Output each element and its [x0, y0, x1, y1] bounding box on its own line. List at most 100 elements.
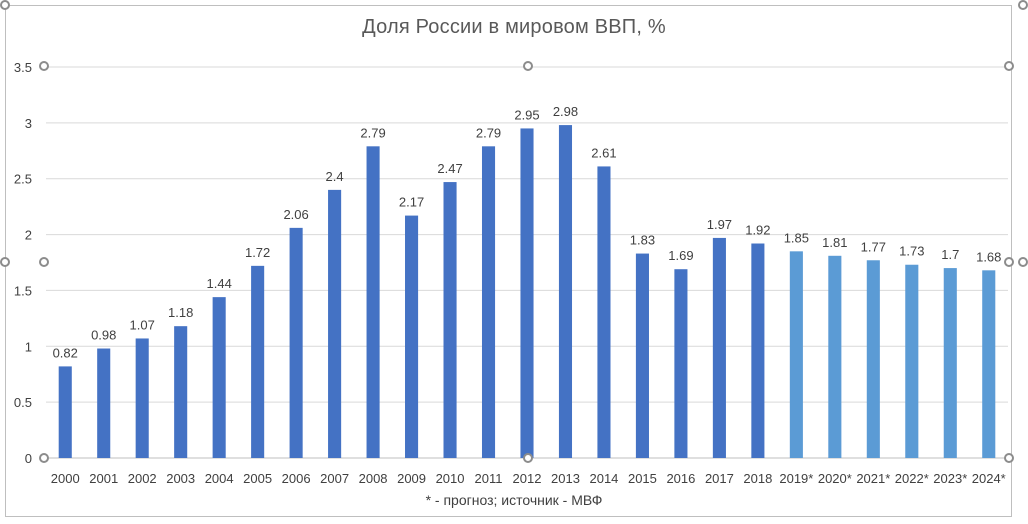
bar — [212, 297, 226, 458]
y-tick-label: 1.5 — [14, 283, 32, 298]
x-tick-label: 2018 — [743, 471, 772, 486]
bar — [443, 182, 457, 458]
bar — [97, 348, 111, 458]
bar — [982, 270, 996, 458]
x-tick-label: 2012 — [513, 471, 542, 486]
chart-resize-handle[interactable] — [1018, 0, 1028, 10]
x-tick-label: 2013 — [551, 471, 580, 486]
bar — [558, 125, 573, 458]
x-tick-label: 2006 — [282, 471, 311, 486]
bar — [905, 264, 919, 458]
x-tick-label: 2004 — [205, 471, 234, 486]
bar — [597, 166, 611, 458]
y-tick-label: 0 — [25, 451, 32, 466]
data-label: 1.18 — [168, 305, 193, 320]
x-tick-label: 2019* — [779, 471, 813, 486]
bar — [712, 237, 726, 458]
bar — [635, 253, 649, 458]
x-tick-label: 2007 — [320, 471, 349, 486]
data-label: 1.81 — [822, 235, 847, 250]
x-tick-label: 2015 — [628, 471, 657, 486]
plot-area-resize-handle[interactable] — [1004, 257, 1014, 267]
bar — [751, 243, 765, 458]
bars — [58, 125, 996, 458]
data-label: 2.4 — [326, 169, 344, 184]
chart-area[interactable] — [5, 5, 1012, 517]
data-labels: 0.82 0.98 1.07 1.18 1.44 1.72 2.06 2.4 2.79 2.17 2… — [53, 104, 1002, 360]
x-tick-label: 2017 — [705, 471, 734, 486]
x-tick-label: 2005 — [243, 471, 272, 486]
bar — [289, 227, 303, 458]
data-label: 2.79 — [360, 125, 385, 140]
data-label: 2.98 — [553, 104, 578, 119]
x-tick-label: 2010 — [436, 471, 465, 486]
y-tick-label: 3.5 — [14, 60, 32, 75]
plot-area-resize-handle[interactable] — [39, 453, 49, 463]
bar — [866, 260, 880, 458]
x-tick-label: 2009 — [397, 471, 426, 486]
plot-area-resize-handle[interactable] — [1004, 453, 1014, 463]
data-label: 0.98 — [91, 328, 116, 343]
data-label: 1.72 — [245, 245, 270, 260]
data-label: 1.07 — [130, 317, 155, 332]
data-label: 1.44 — [207, 276, 232, 291]
bar — [251, 265, 265, 458]
data-label: 2.47 — [437, 161, 462, 176]
data-label: 2.95 — [514, 107, 539, 122]
x-tick-label: 2001 — [89, 471, 118, 486]
bar — [405, 215, 419, 458]
data-label: 1.7 — [941, 247, 959, 262]
chart-resize-handle[interactable] — [0, 257, 10, 267]
data-label: 1.77 — [861, 239, 886, 254]
data-label: 1.68 — [976, 249, 1001, 264]
bar — [58, 366, 72, 458]
plot-area-resize-handle[interactable] — [1004, 61, 1014, 71]
data-label: 1.92 — [745, 223, 770, 238]
x-tick-label: 2000 — [51, 471, 80, 486]
chart-resize-handle[interactable] — [0, 0, 10, 10]
bar — [828, 255, 842, 458]
data-label: 1.69 — [668, 248, 693, 263]
y-axis: 0 0.5 1 1.5 2 2.5 3 3.5 — [14, 60, 32, 466]
data-label: 2.06 — [283, 207, 308, 222]
plot-area-resize-handle[interactable] — [523, 61, 533, 71]
data-label: 0.82 — [53, 345, 78, 360]
x-tick-label: 2008 — [359, 471, 388, 486]
y-tick-label: 2 — [25, 228, 32, 243]
bar — [520, 128, 534, 458]
data-label: 1.97 — [707, 217, 732, 232]
y-tick-label: 1 — [25, 339, 32, 354]
data-label: 1.83 — [630, 233, 655, 248]
plot-area-resize-handle[interactable] — [39, 257, 49, 267]
bar — [943, 268, 957, 458]
data-label: 1.85 — [784, 230, 809, 245]
x-tick-label: 2002 — [128, 471, 157, 486]
x-tick-label: 2021* — [856, 471, 890, 486]
x-tick-label: 2024* — [972, 471, 1006, 486]
data-label: 2.61 — [591, 145, 616, 160]
bar — [328, 189, 342, 458]
x-tick-label: 2023* — [933, 471, 967, 486]
data-label: 2.17 — [399, 195, 424, 210]
plot-area-resize-handle[interactable] — [523, 453, 533, 463]
bar — [674, 269, 688, 458]
x-tick-label: 2016 — [666, 471, 695, 486]
x-tick-label: 2022* — [895, 471, 929, 486]
data-label: 1.73 — [899, 244, 924, 259]
x-axis: 2000 2001 2002 2003 2004 2005 2006 2007 2008 2009… — [51, 471, 1006, 486]
bar — [174, 326, 188, 458]
bar — [481, 146, 496, 458]
plot-area-resize-handle[interactable] — [39, 61, 49, 71]
chart-title: Доля России в мировом ВВП, % — [362, 16, 666, 38]
y-tick-label: 3 — [25, 116, 32, 131]
chart-footnote: * - прогноз; источник - МВФ — [425, 492, 603, 508]
y-tick-label: 0.5 — [14, 395, 32, 410]
chart-resize-handle[interactable] — [1018, 257, 1028, 267]
x-tick-label: 2011 — [475, 471, 503, 486]
x-tick-label: 2020* — [818, 471, 852, 486]
data-label: 2.79 — [476, 125, 501, 140]
bar — [366, 146, 380, 458]
y-tick-label: 2.5 — [14, 172, 32, 187]
bar — [135, 338, 149, 458]
x-tick-label: 2003 — [166, 471, 195, 486]
